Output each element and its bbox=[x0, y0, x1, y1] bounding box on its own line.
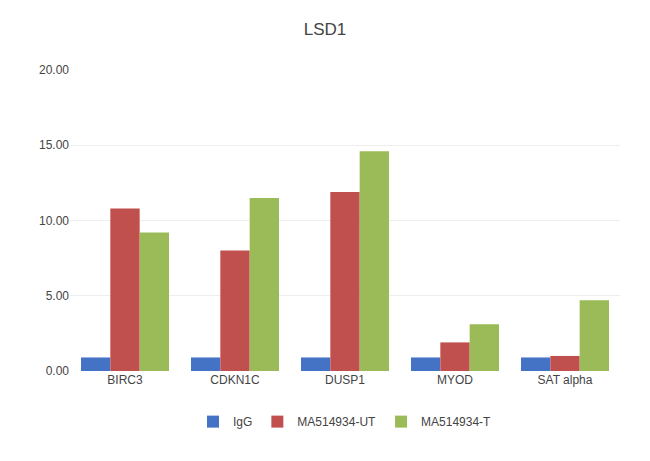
svg-text:0.00: 0.00 bbox=[46, 364, 70, 378]
svg-text:LSD1: LSD1 bbox=[304, 20, 347, 39]
svg-text:MA514934-UT: MA514934-UT bbox=[297, 415, 376, 429]
svg-text:MYOD: MYOD bbox=[437, 373, 473, 387]
svg-text:CDKN1C: CDKN1C bbox=[210, 373, 260, 387]
svg-text:DUSP1: DUSP1 bbox=[325, 373, 365, 387]
svg-text:IgG: IgG bbox=[233, 415, 252, 429]
svg-text:5.00: 5.00 bbox=[46, 289, 70, 303]
svg-text:MA514934-T: MA514934-T bbox=[421, 415, 491, 429]
svg-text:SAT alpha: SAT alpha bbox=[538, 373, 593, 387]
svg-text:15.00: 15.00 bbox=[39, 138, 69, 152]
svg-text:10.00: 10.00 bbox=[39, 214, 69, 228]
svg-text:BIRC3: BIRC3 bbox=[107, 373, 143, 387]
svg-text:20.00: 20.00 bbox=[39, 63, 69, 77]
